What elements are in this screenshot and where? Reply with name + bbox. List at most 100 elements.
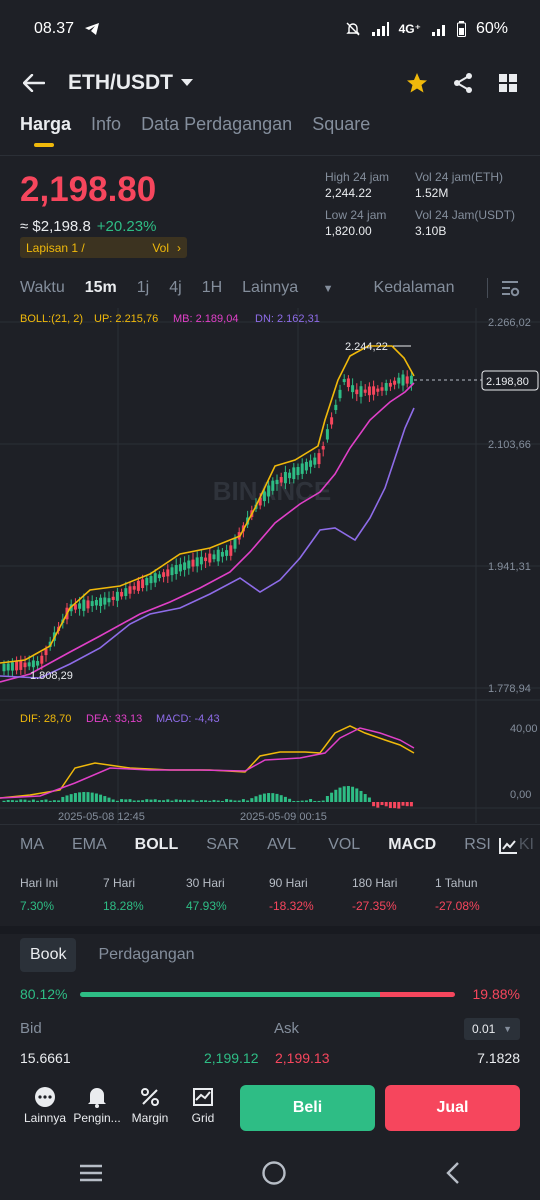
macd-bar	[405, 802, 409, 807]
ind-ema[interactable]: EMA	[72, 836, 107, 853]
tag-pill[interactable]: Lapisan 1 / Vol ›	[20, 237, 187, 258]
ask-label: Ask	[274, 1020, 300, 1037]
share-icon[interactable]	[452, 72, 474, 94]
interval-waktu[interactable]: Waktu	[20, 279, 65, 296]
interval-more[interactable]: Lainnya ▼	[242, 279, 353, 297]
interval-1j[interactable]: 1j	[136, 279, 150, 296]
indicator-settings-icon[interactable]	[498, 837, 518, 855]
tab-info[interactable]: Info	[91, 114, 122, 134]
chart-svg[interactable]: BINANCE BOLL:(21, 2) UP: 2.215,76 MB: 2.…	[0, 308, 540, 823]
back-nav-icon[interactable]	[445, 1161, 461, 1185]
macd-bar	[103, 796, 107, 802]
tab-square[interactable]: Square	[312, 114, 371, 134]
home-icon[interactable]	[261, 1160, 287, 1186]
star-icon[interactable]	[406, 72, 428, 94]
price-chart[interactable]: BINANCE BOLL:(21, 2) UP: 2.215,76 MB: 2.…	[0, 308, 540, 823]
macd-bar	[52, 800, 56, 802]
macd-bar	[170, 800, 174, 802]
macd-bar	[300, 800, 304, 802]
back-button[interactable]	[22, 71, 46, 95]
chart-settings-icon[interactable]	[500, 279, 520, 297]
candle-body	[103, 597, 107, 605]
candle-body	[166, 569, 170, 577]
ind-macd[interactable]: MACD	[388, 836, 437, 853]
perf-label: 7 Hari	[103, 876, 136, 890]
action-grid[interactable]: Grid	[176, 1083, 230, 1125]
ask-price: 2,199.13	[275, 1050, 330, 1066]
candle-body	[393, 380, 397, 385]
book-tabs: Book Perdagangan	[20, 938, 205, 972]
candle-body	[405, 376, 409, 384]
candle-body	[153, 573, 157, 583]
macd-bar	[208, 800, 212, 802]
depth-tab[interactable]: Kedalaman	[373, 279, 455, 296]
performance-row: Hari Ini 7.30% 7 Hari 18.28% 30 Hari 47.93%…	[20, 876, 518, 913]
tab-data-perdagangan[interactable]: Data Perdagangan	[141, 114, 293, 134]
tab-harga[interactable]: Harga	[20, 114, 71, 147]
clock: 08.37	[34, 20, 75, 37]
sell-percent: 19.88%	[472, 986, 520, 1002]
perf-label: 1 Tahun	[435, 876, 478, 890]
boll-up-label: UP: 2.215,76	[94, 313, 158, 325]
layer-tag: Lapisan 1 /	[26, 240, 85, 255]
bid-label: Bid	[20, 1020, 42, 1037]
tab-perdagangan[interactable]: Perdagangan	[98, 946, 195, 963]
action-alert[interactable]: Pengin...	[70, 1083, 124, 1125]
candle-body	[31, 660, 35, 668]
action-alert-label: Pengin...	[73, 1111, 121, 1125]
chevron-right-icon: ›	[177, 240, 181, 255]
perf-value: 18.28%	[103, 899, 144, 913]
ind-ma[interactable]: MA	[20, 836, 44, 853]
candle-body	[267, 485, 271, 497]
book-row[interactable]: 15.6661 2,199.12 2,199.13 7.1828	[20, 1050, 520, 1066]
ind-avl[interactable]: AVL	[267, 836, 297, 853]
macd-bar	[15, 800, 19, 802]
macd-bar	[275, 793, 279, 802]
ind-sar[interactable]: SAR	[206, 836, 240, 853]
candle-body	[90, 601, 94, 607]
interval-4j[interactable]: 4j	[169, 279, 182, 296]
macd-bar	[380, 802, 384, 806]
candle-body	[23, 662, 27, 668]
candle-body	[325, 429, 329, 440]
ask-qty: 7.1828	[477, 1050, 520, 1066]
candle-body	[216, 549, 220, 562]
action-margin[interactable]: Margin	[123, 1083, 177, 1125]
candle-body	[313, 457, 317, 465]
tab-book[interactable]: Book	[20, 938, 77, 972]
x-label-1: 2025-05-08 12:45	[58, 811, 145, 823]
ind-boll[interactable]: BOLL	[134, 836, 179, 853]
macd-bar	[162, 800, 166, 802]
ind-rsi[interactable]: RSI	[464, 836, 491, 853]
macd-bar	[183, 799, 187, 802]
ind-vol[interactable]: VOL	[328, 836, 361, 853]
candle-body	[330, 417, 334, 425]
buy-percent: 80.12%	[20, 986, 68, 1002]
precision-value: 0.01	[472, 1022, 496, 1036]
interval-15m[interactable]: 15m	[84, 279, 117, 296]
ind-kdj[interactable]: KI	[518, 836, 534, 853]
macd-bar	[254, 796, 258, 802]
buy-button[interactable]: Beli	[240, 1085, 375, 1131]
pair-selector[interactable]: ETH/USDT	[68, 71, 193, 95]
section-divider	[0, 926, 540, 934]
macd-dea-line	[0, 727, 415, 799]
vol-eth-label: Vol 24 jam(ETH)	[415, 170, 504, 184]
recent-apps-icon[interactable]	[79, 1164, 103, 1182]
vol-eth-value: 1.52M	[415, 186, 449, 200]
precision-select[interactable]: 0.01 ▼	[464, 1018, 520, 1040]
action-more[interactable]: Lainnya	[18, 1083, 72, 1125]
perf-value: -27.08%	[435, 899, 480, 913]
interval-1h[interactable]: 1H	[201, 279, 223, 296]
candle-body	[212, 554, 216, 560]
sell-button[interactable]: Jual	[385, 1085, 520, 1131]
grid-icon[interactable]	[498, 73, 518, 93]
candle-body	[346, 378, 350, 388]
candle-body	[120, 591, 124, 597]
perf-label: Hari Ini	[20, 876, 59, 890]
macd-bar	[191, 799, 195, 802]
macd-bar	[174, 799, 178, 802]
macd-bar	[86, 792, 90, 802]
macd-bar	[27, 800, 31, 802]
candle-body	[296, 467, 300, 476]
